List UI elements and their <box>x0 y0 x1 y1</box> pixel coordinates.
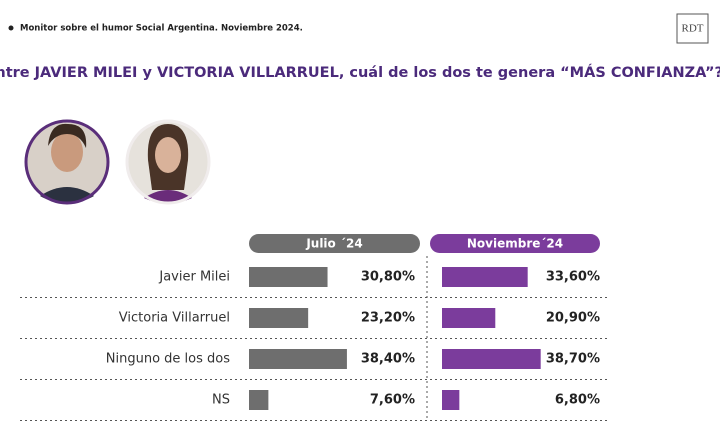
category-label: Victoria Villarruel <box>119 311 230 326</box>
bar <box>249 308 309 328</box>
header: Monitor sobre el humor Social Argentina.… <box>20 24 303 34</box>
bar <box>249 349 347 369</box>
bar <box>442 390 460 410</box>
bar <box>442 267 528 287</box>
photo-villarruel <box>125 119 211 205</box>
bar <box>249 390 269 410</box>
category-label: Ninguno de los dos <box>106 352 230 367</box>
value-label: 38,40% <box>361 352 415 367</box>
value-label: 23,20% <box>361 311 415 326</box>
legend-pill <box>430 234 600 253</box>
value-label: 33,60% <box>546 270 600 285</box>
photo-milei <box>24 119 110 205</box>
logo-box <box>676 13 709 44</box>
value-label: 7,60% <box>370 393 415 408</box>
value-label: 30,80% <box>361 270 415 285</box>
bar <box>442 349 541 369</box>
legend-label: Noviembre´24 <box>467 237 563 251</box>
chart-title: ¿Entre JAVIER MILEI y VICTORIA VILLARRUE… <box>0 64 720 81</box>
value-label: 20,90% <box>546 311 600 326</box>
category-label: NS <box>212 393 230 408</box>
legend-label: Julio ´24 <box>305 237 362 251</box>
category-label: Javier Milei <box>158 270 230 285</box>
legend-pill <box>249 234 420 253</box>
bullet <box>8 25 14 31</box>
bar <box>442 308 496 328</box>
value-label: 6,80% <box>555 393 600 408</box>
logo: RDT <box>682 23 704 35</box>
value-label: 38,70% <box>546 352 600 367</box>
bar <box>249 267 328 287</box>
